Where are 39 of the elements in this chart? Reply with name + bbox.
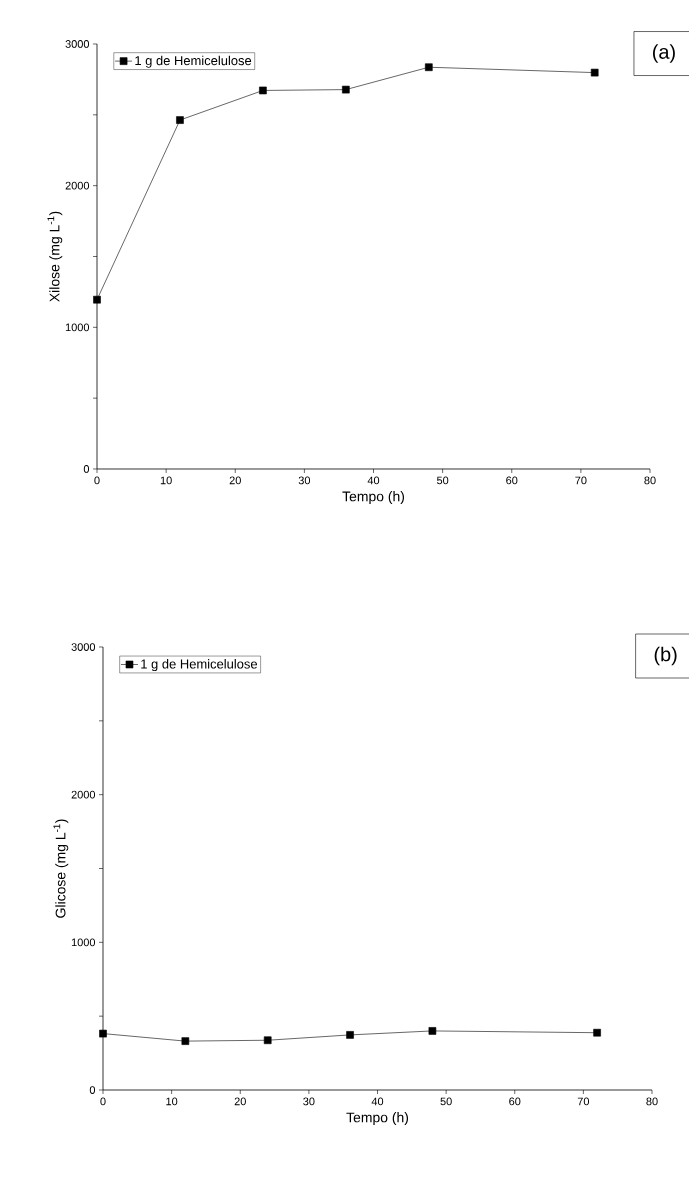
text: (a) bbox=[653, 44, 675, 63]
point bbox=[259, 86, 267, 95]
x-tick-label: 70 bbox=[575, 476, 587, 485]
y-axis-title: Xilose (mg L$^{-1}$) bbox=[47, 211, 63, 302]
x-tick-label: 60 bbox=[506, 476, 518, 485]
x-tick-label: 40 bbox=[367, 476, 380, 485]
x-tick-label: 10 bbox=[160, 476, 172, 485]
y-axis-title: Glicose (mg L$^{-1}$) bbox=[53, 819, 69, 918]
point bbox=[176, 116, 184, 124]
point bbox=[425, 63, 433, 72]
x-axis-title: Tempo (h) bbox=[342, 491, 405, 505]
x-tick-label: 80 bbox=[644, 476, 656, 485]
point bbox=[590, 68, 599, 77]
legend-label: 1 g de Hemicelulose bbox=[141, 659, 258, 672]
y-tick-label: 3000 bbox=[65, 40, 90, 48]
x-tick-label: 30 bbox=[298, 476, 311, 485]
text: (b) bbox=[654, 646, 677, 666]
x-tick-label: 50 bbox=[436, 476, 449, 485]
x-tick-label: 20 bbox=[234, 1097, 246, 1106]
x-tick-label: 40 bbox=[371, 1097, 384, 1106]
legend-label: 1 g de Hemicelulose bbox=[135, 55, 252, 68]
x-tick-label: 10 bbox=[166, 1097, 178, 1106]
y-tick-label: 2000 bbox=[71, 790, 96, 799]
x-tick-label: 0 bbox=[100, 1097, 106, 1106]
x-tick-label: 80 bbox=[646, 1097, 658, 1106]
point bbox=[93, 295, 101, 304]
x-tick-label: 30 bbox=[303, 1097, 315, 1106]
x-tick-label: 20 bbox=[229, 476, 241, 485]
y-tick-label: 3000 bbox=[71, 643, 96, 651]
y-tick-label: 1000 bbox=[65, 323, 90, 332]
x-axis-title: Tempo (h) bbox=[346, 1112, 409, 1126]
x-tick-label: 70 bbox=[577, 1097, 590, 1106]
y-tick-label: 0 bbox=[89, 1086, 96, 1094]
y-tick-label: 1000 bbox=[71, 938, 96, 947]
y-tick-label: 2000 bbox=[65, 181, 90, 190]
y-tick-label: 0 bbox=[83, 465, 90, 473]
x-tick-label: 50 bbox=[440, 1097, 452, 1106]
x-tick-label: 60 bbox=[509, 1097, 521, 1106]
point bbox=[342, 85, 350, 94]
